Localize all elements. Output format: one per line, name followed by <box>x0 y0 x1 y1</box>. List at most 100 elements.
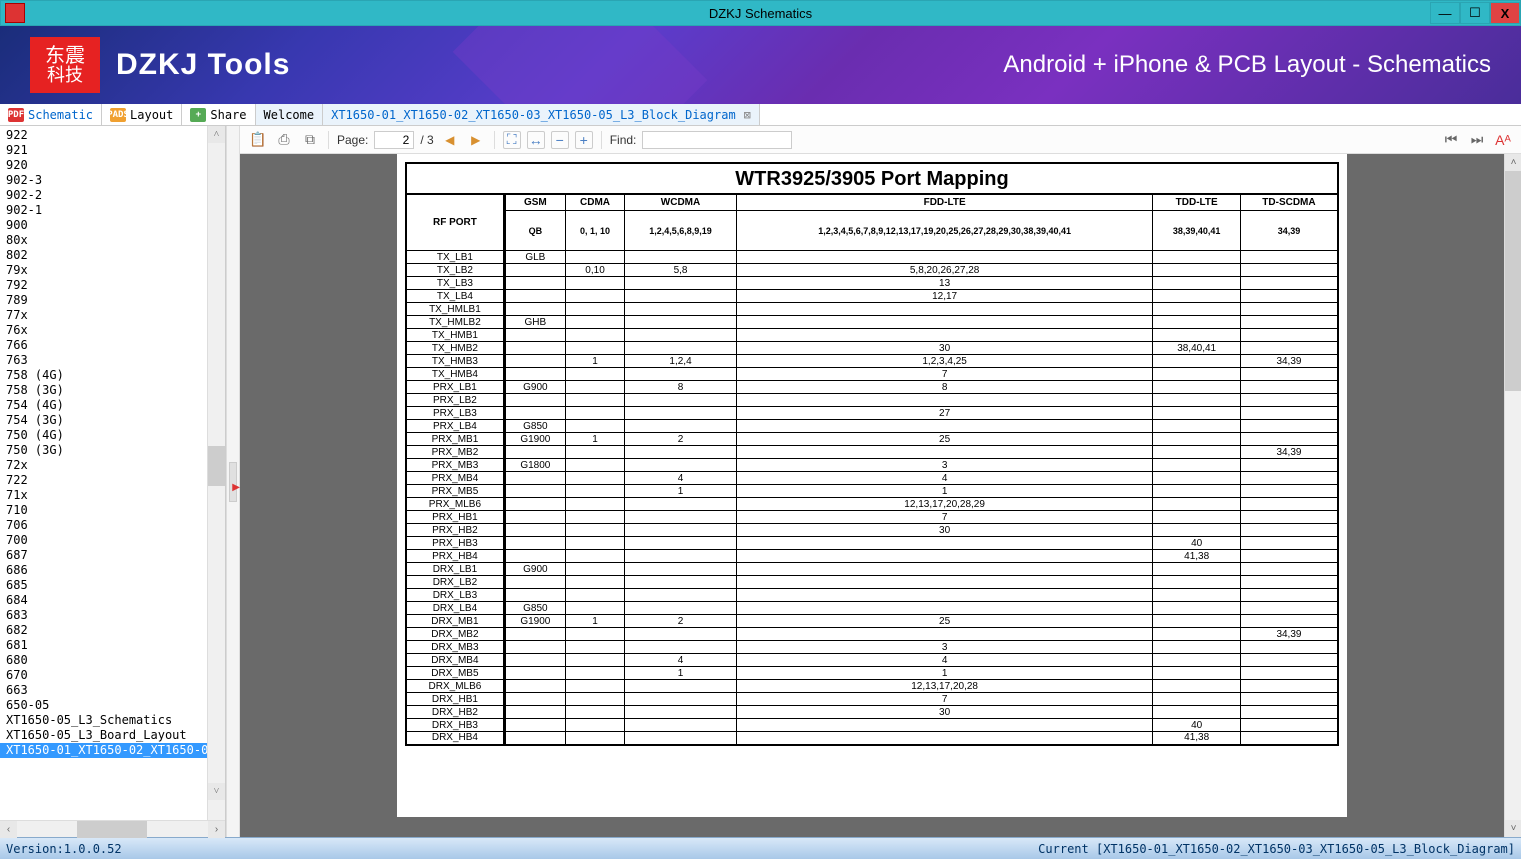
table-cell <box>565 394 624 407</box>
tab-share[interactable]: + Share <box>182 104 255 125</box>
sidebar-item[interactable]: 758 (4G) <box>0 368 225 383</box>
tab-schematic[interactable]: PDF Schematic <box>0 104 102 125</box>
table-cell <box>1153 329 1240 342</box>
sidebar-item[interactable]: 670 <box>0 668 225 683</box>
splitter[interactable]: ▶ <box>226 126 240 837</box>
fit-width-icon[interactable]: ↔ <box>527 131 545 149</box>
table-cell <box>1153 615 1240 628</box>
table-row: DRX_MLB612,13,17,20,28 <box>406 680 1338 693</box>
table-cell <box>736 420 1153 433</box>
sidebar-item[interactable]: 683 <box>0 608 225 623</box>
sidebar-item[interactable]: 792 <box>0 278 225 293</box>
sidebar-item[interactable]: 902-2 <box>0 188 225 203</box>
table-cell: PRX_MB4 <box>406 472 504 485</box>
find-prev-icon[interactable]: ⏮ <box>1441 130 1461 150</box>
sidebar-item[interactable]: 686 <box>0 563 225 578</box>
doc-vscroll-down[interactable]: ˅ <box>1505 820 1521 837</box>
tab-schematic-label: Schematic <box>28 108 93 122</box>
sidebar-scroll-down[interactable]: ˅ <box>208 783 225 800</box>
fit-page-icon[interactable]: ⛶ <box>503 131 521 149</box>
sidebar-item[interactable]: 684 <box>0 593 225 608</box>
sidebar-item[interactable]: 72x <box>0 458 225 473</box>
close-button[interactable]: X <box>1490 2 1520 24</box>
minimize-button[interactable]: — <box>1430 2 1460 24</box>
layers-icon[interactable]: ⧉ <box>300 130 320 150</box>
print-icon[interactable]: ⎙ <box>274 130 294 150</box>
table-cell: 1 <box>736 485 1153 498</box>
banner-subtitle: Android + iPhone & PCB Layout - Schemati… <box>1003 51 1491 79</box>
table-cell <box>1153 420 1240 433</box>
doc-vscroll-up[interactable]: ˄ <box>1505 154 1521 171</box>
sidebar-hscroll-right[interactable]: › <box>208 821 225 838</box>
font-size-icon[interactable]: Aᴬ <box>1493 130 1513 150</box>
content-area: 📋 ⎙ ⧉ Page: / 3 ◀ ▶ ⛶ ↔ − + Find: ⏮ ⏭ Aᴬ <box>240 126 1521 837</box>
sidebar-scroll-up[interactable]: ˄ <box>208 126 225 143</box>
banner: 东震 科技 DZKJ Tools Android + iPhone & PCB … <box>0 26 1521 104</box>
table-header: GSM <box>504 195 565 211</box>
sidebar-item[interactable]: 77x <box>0 308 225 323</box>
sidebar-item[interactable]: 76x <box>0 323 225 338</box>
find-next-icon[interactable]: ⏭ <box>1467 130 1487 150</box>
page-prev-icon[interactable]: ◀ <box>440 130 460 150</box>
sidebar-item[interactable]: 754 (3G) <box>0 413 225 428</box>
sidebar-item[interactable]: 802 <box>0 248 225 263</box>
table-cell: G1900 <box>504 615 565 628</box>
sidebar-item[interactable]: 902-1 <box>0 203 225 218</box>
zoom-in-icon[interactable]: + <box>575 131 593 149</box>
table-cell <box>1240 290 1338 303</box>
sidebar-item[interactable]: 921 <box>0 143 225 158</box>
sidebar-item[interactable]: 80x <box>0 233 225 248</box>
sidebar-item[interactable]: 650-05 <box>0 698 225 713</box>
sidebar-hscroll-track[interactable] <box>17 821 208 838</box>
sidebar-scroll-thumb[interactable] <box>208 446 225 486</box>
sidebar-item[interactable]: XT1650-05_L3_Board_Layout <box>0 728 225 743</box>
tab-layout[interactable]: PADS Layout <box>102 104 182 125</box>
sidebar-item[interactable]: 789 <box>0 293 225 308</box>
sidebar-item[interactable]: 750 (3G) <box>0 443 225 458</box>
sidebar-hscroll-left[interactable]: ‹ <box>0 821 17 838</box>
sidebar-item[interactable]: 663 <box>0 683 225 698</box>
copy-icon[interactable]: 📋 <box>248 130 268 150</box>
maximize-button[interactable]: ☐ <box>1460 2 1490 24</box>
doc-vscroll-thumb[interactable] <box>1505 171 1521 391</box>
sidebar-item[interactable]: 79x <box>0 263 225 278</box>
table-row: DRX_LB1G900 <box>406 563 1338 576</box>
sidebar-item[interactable]: 754 (4G) <box>0 398 225 413</box>
sidebar-item[interactable]: 763 <box>0 353 225 368</box>
table-cell <box>1153 446 1240 459</box>
page-input[interactable] <box>374 131 414 149</box>
tab-welcome[interactable]: Welcome <box>256 104 324 125</box>
sidebar-item[interactable]: 922 <box>0 128 225 143</box>
find-input[interactable] <box>642 131 792 149</box>
sidebar-item[interactable]: 700 <box>0 533 225 548</box>
sidebar-item[interactable]: 750 (4G) <box>0 428 225 443</box>
sidebar-item[interactable]: 758 (3G) <box>0 383 225 398</box>
zoom-out-icon[interactable]: − <box>551 131 569 149</box>
sidebar-item[interactable]: 687 <box>0 548 225 563</box>
sidebar-item[interactable]: 710 <box>0 503 225 518</box>
sidebar-item[interactable]: 71x <box>0 488 225 503</box>
table-cell <box>565 368 624 381</box>
sidebar-item[interactable]: 902-3 <box>0 173 225 188</box>
sidebar-item[interactable]: 900 <box>0 218 225 233</box>
sidebar-item[interactable]: XT1650-05_L3_Schematics <box>0 713 225 728</box>
sidebar-item[interactable]: 766 <box>0 338 225 353</box>
tab-file[interactable]: XT1650-01_XT1650-02_XT1650-03_XT1650-05_… <box>323 104 760 125</box>
document-scroll[interactable]: WTR3925/3905 Port Mapping RF PORTGSMCDMA… <box>240 154 1504 837</box>
sidebar-item[interactable]: 920 <box>0 158 225 173</box>
page-next-icon[interactable]: ▶ <box>466 130 486 150</box>
sidebar-item[interactable]: 685 <box>0 578 225 593</box>
sidebar-item[interactable]: 682 <box>0 623 225 638</box>
sidebar-item[interactable]: XT1650-01_XT1650-02_XT1650-03_XT1650-0 <box>0 743 225 758</box>
sidebar-item[interactable]: 680 <box>0 653 225 668</box>
tab-close-icon[interactable]: ⊠ <box>744 108 751 122</box>
sidebar-item[interactable]: 722 <box>0 473 225 488</box>
sidebar-list[interactable]: ˄ ˅ 922921920902-3902-2902-190080x80279x… <box>0 126 225 820</box>
sidebar-item[interactable]: 706 <box>0 518 225 533</box>
sidebar-item[interactable]: 681 <box>0 638 225 653</box>
table-cell <box>1240 342 1338 355</box>
table-cell <box>565 381 624 394</box>
table-cell <box>565 485 624 498</box>
sidebar-hscroll-thumb[interactable] <box>77 821 147 838</box>
table-cell <box>1153 641 1240 654</box>
